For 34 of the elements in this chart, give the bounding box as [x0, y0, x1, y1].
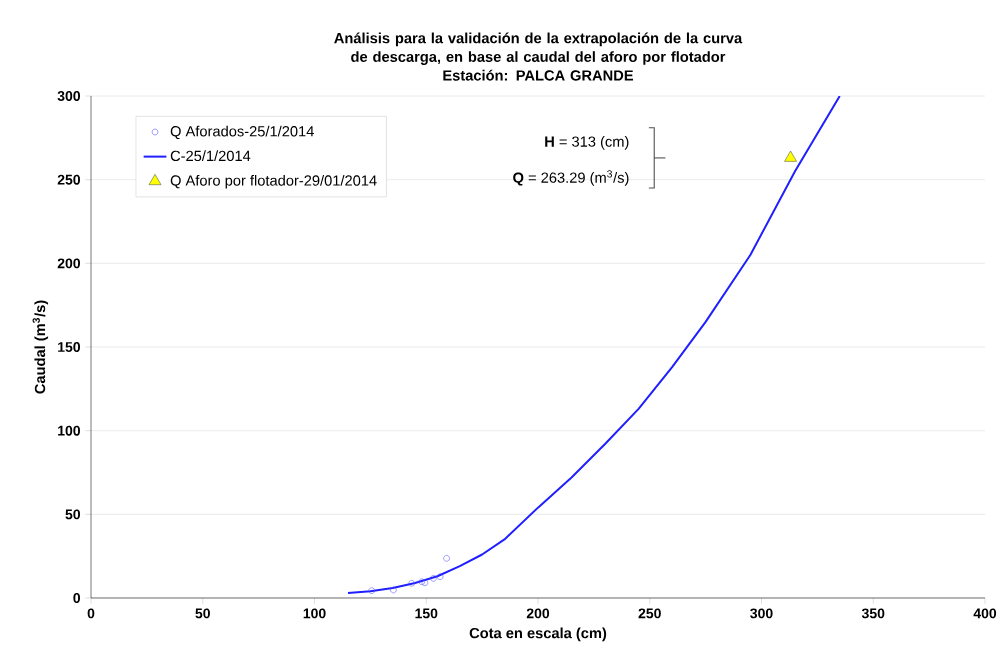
x-axis-title: Cota en escala (cm)	[469, 627, 607, 642]
point	[408, 580, 415, 587]
point	[784, 150, 797, 162]
x-tick-label: 0	[87, 608, 95, 619]
chart-subtitle: Estación: PALCA GRANDE	[443, 69, 634, 81]
point	[368, 587, 375, 594]
x-tick-label: 200	[526, 608, 550, 619]
point	[436, 573, 444, 580]
legend-label: Q Aforados-25/1/2014	[170, 125, 314, 140]
y-tick-label: 50	[65, 509, 81, 520]
y-tick-label: 200	[57, 258, 81, 269]
y-tick-label: 300	[57, 91, 81, 101]
chart-title: Análisis para la validación de la extrapolación de la curva de descarga, en base al caudal del aforo por flotador	[334, 32, 743, 65]
y-tick-label: 100	[58, 425, 81, 436]
legend-label: C-25/1/2014	[170, 150, 251, 162]
y-tick-label: 0	[73, 593, 81, 603]
point	[421, 579, 429, 586]
x-tick-label: 50	[195, 608, 210, 619]
x-tick-label: 350	[861, 608, 885, 619]
x-tick-label: 150	[415, 608, 438, 619]
x-tick-label: 100	[303, 608, 326, 619]
point	[430, 575, 437, 582]
annotation: H = 313 (cm)	[545, 136, 629, 150]
x-tick-label: 250	[638, 608, 661, 619]
y-tick-label: 150	[58, 342, 81, 352]
point	[390, 586, 397, 594]
y-axis-title: Caudal (m$^{3}$/s)	[32, 300, 49, 394]
y-tick-label: 250	[57, 174, 81, 185]
point	[418, 578, 425, 585]
annotation: Q = 263.29 (m$^{3}$/s)	[513, 170, 629, 186]
point	[443, 555, 450, 562]
x-tick-label: 400	[973, 608, 997, 619]
x-tick-label: 300	[750, 608, 773, 619]
legend-label: Q Aforo por flotador-29/01/2014	[170, 174, 377, 189]
